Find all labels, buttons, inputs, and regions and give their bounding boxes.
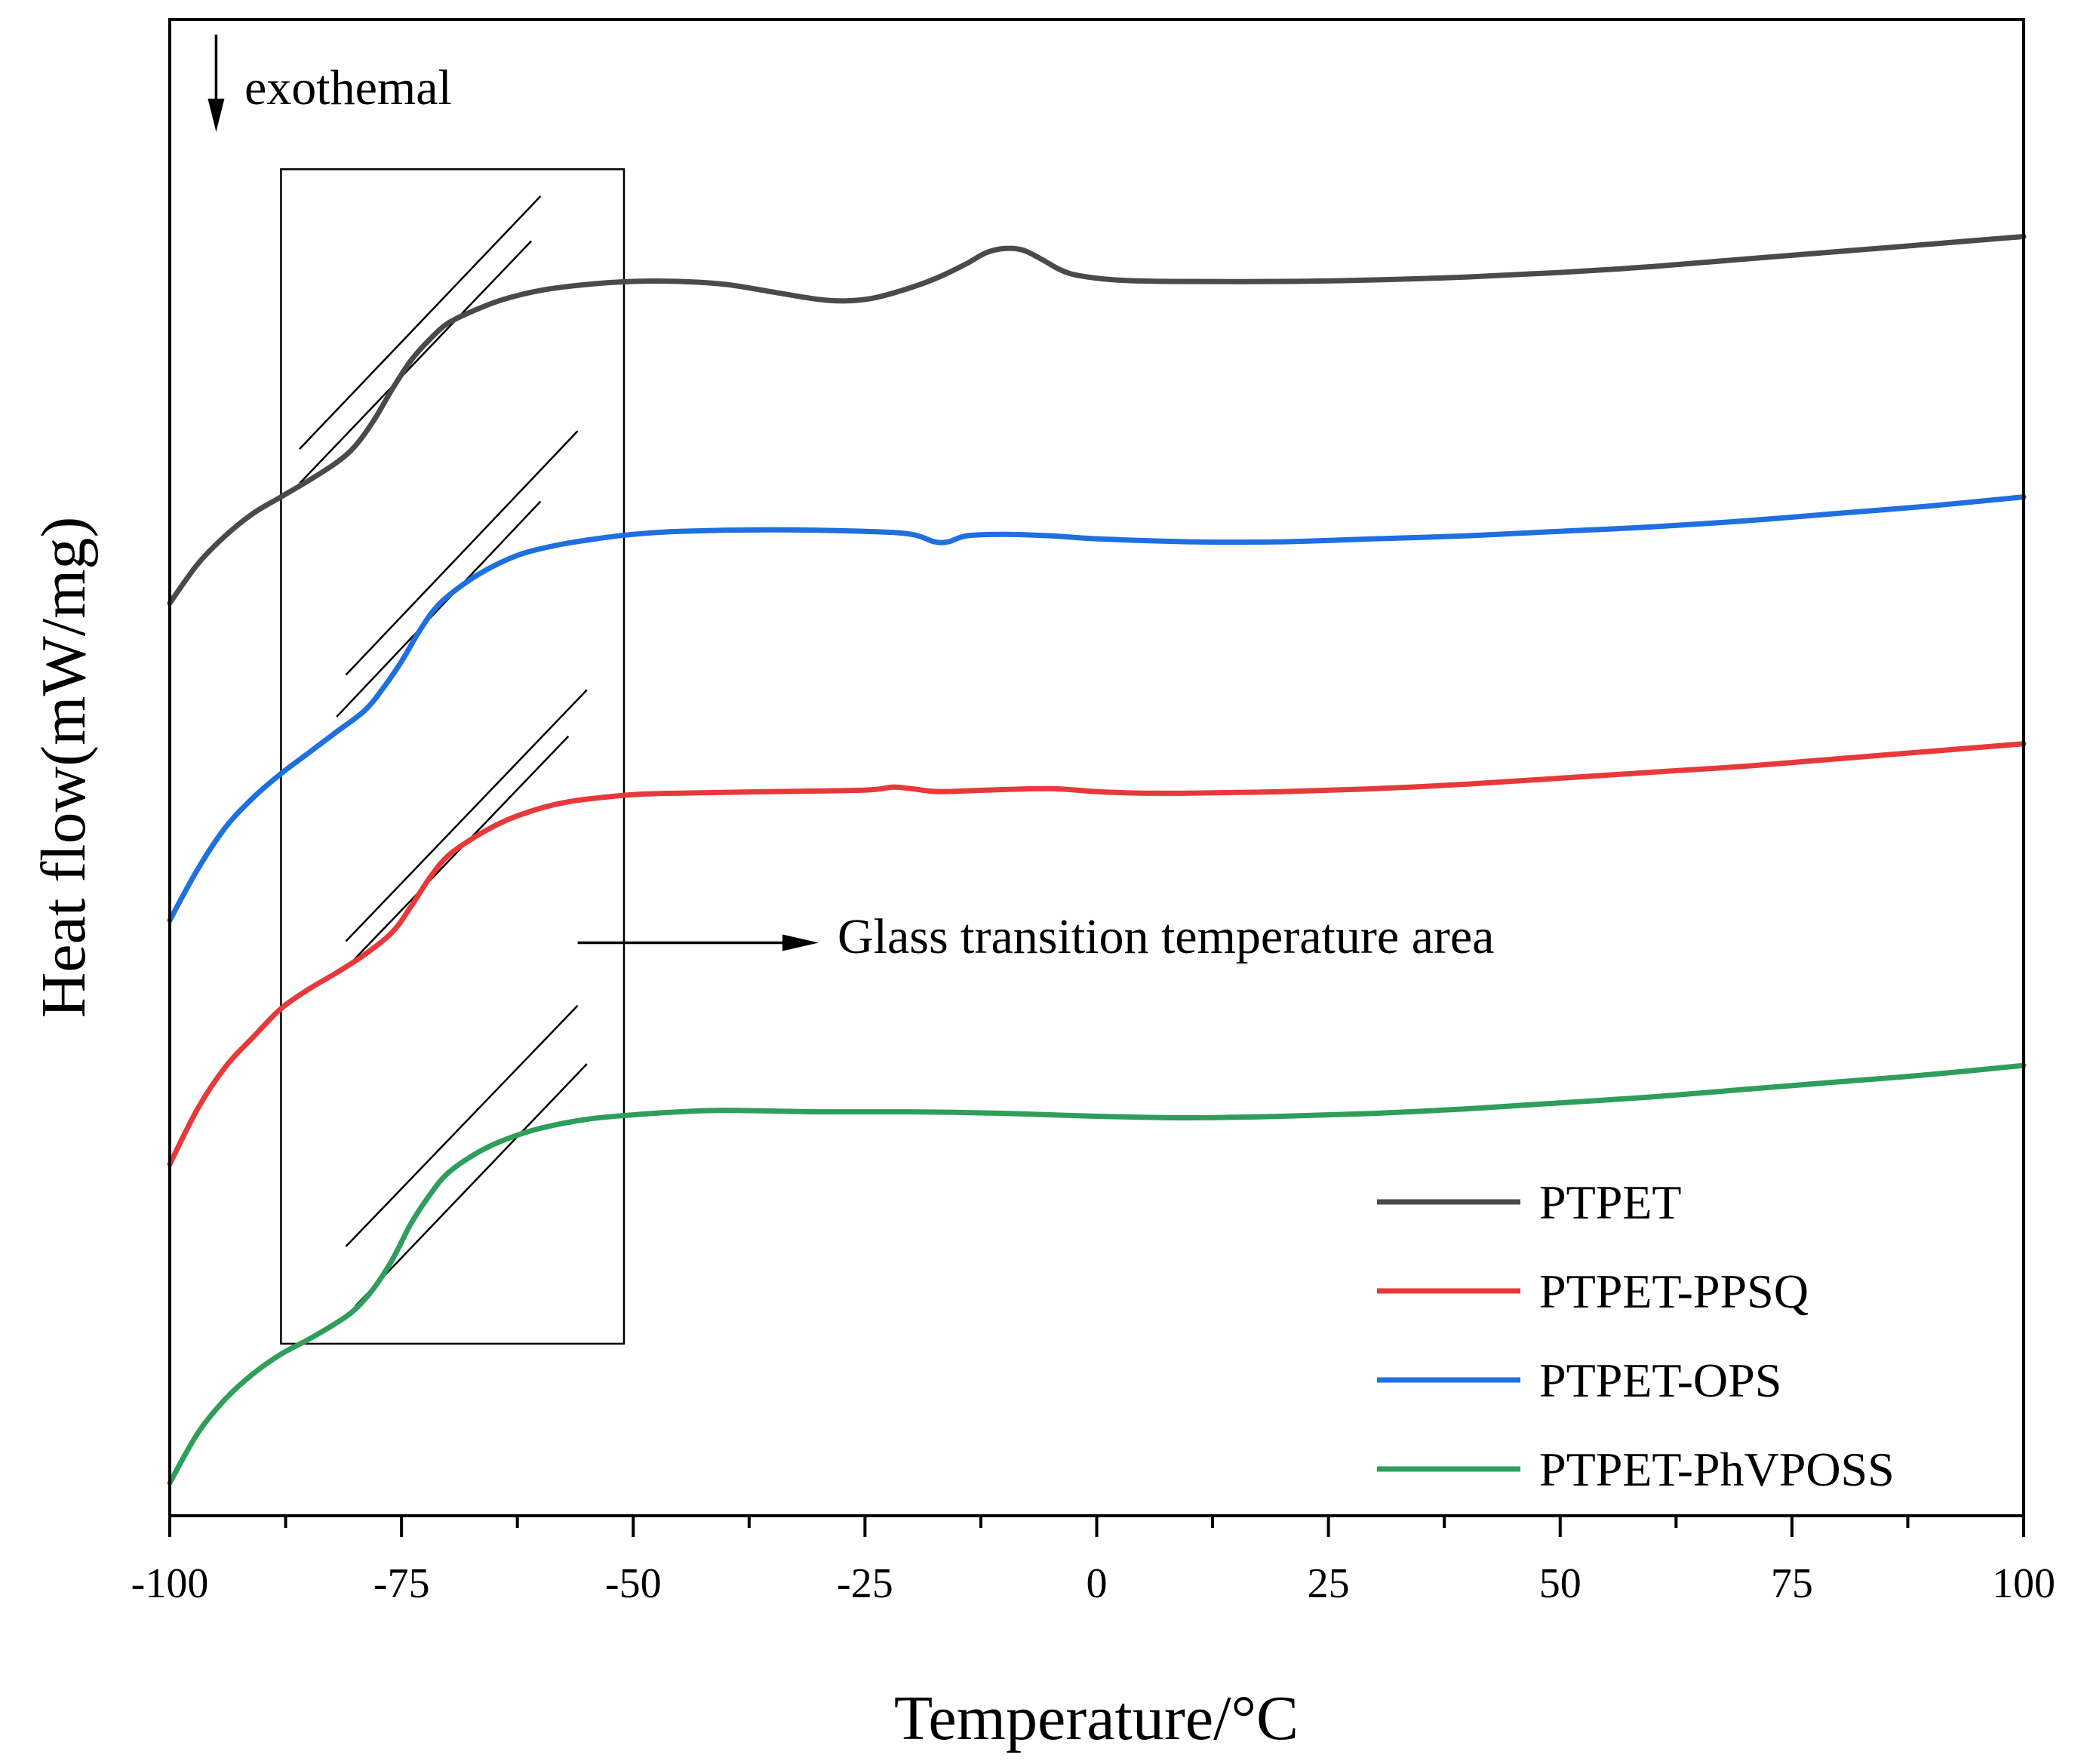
series-line-ptpet-phvposs — [167, 1062, 2027, 1486]
legend-label-ptpet-phvposs: PTPET-PhVPOSS — [1539, 1443, 1895, 1496]
exothermal-label: exothemal — [244, 60, 452, 115]
exothermal-arrow-head — [207, 98, 225, 132]
x-axis-title: Temperature/°C — [894, 1683, 1299, 1753]
glass-transition-area-label: Glass transition temperature area — [838, 909, 1494, 964]
glass-transition-box-group — [280, 168, 626, 1345]
x-tick-label: -100 — [131, 1560, 209, 1607]
series-line-ptpet-ppsq — [167, 741, 2027, 1167]
series-line-ptpet — [167, 234, 2027, 606]
legend-label-ptpet-ppsq: PTPET-PPSQ — [1539, 1265, 1809, 1318]
tangent-line-8 — [354, 1063, 588, 1308]
glass-transition-box — [280, 168, 626, 1345]
y-axis-title: Heat flow(mW/mg) — [29, 517, 99, 1019]
legend-label-ptpet-ops: PTPET-OPS — [1539, 1354, 1781, 1407]
legend-label-ptpet: PTPET — [1539, 1175, 1681, 1229]
tangent-line-6 — [345, 735, 570, 970]
annotations-group: exothemal Glass transition temperature a… — [207, 34, 1494, 964]
x-tick-label: -25 — [837, 1560, 893, 1607]
x-tick-label: 75 — [1771, 1560, 1813, 1607]
tangent-line-1 — [299, 195, 542, 450]
tangent-line-2 — [299, 240, 533, 484]
x-tick-label: -50 — [605, 1560, 662, 1607]
legend: PTPET PTPET-PPSQ PTPET-OPS PTPET-PhVPOSS — [1377, 1175, 1895, 1496]
x-tick-label: 25 — [1308, 1560, 1350, 1607]
x-tick-label: 0 — [1087, 1560, 1108, 1607]
tangent-line-3 — [345, 430, 579, 676]
tangent-line-4 — [336, 500, 542, 718]
x-axis: -100 -75 -50 -25 0 25 50 75 100 — [131, 1516, 2055, 1607]
series-line-ptpet-ops — [167, 494, 2027, 923]
x-tick-label: -75 — [373, 1560, 430, 1607]
series-group — [167, 234, 2027, 1486]
area-arrow-head — [782, 934, 819, 951]
x-tick-label: 100 — [1992, 1560, 2055, 1607]
x-tick-label: 50 — [1539, 1560, 1582, 1607]
tangent-line-7 — [345, 1004, 579, 1247]
tangent-lines-group — [299, 195, 588, 1308]
tangent-line-5 — [345, 689, 588, 942]
